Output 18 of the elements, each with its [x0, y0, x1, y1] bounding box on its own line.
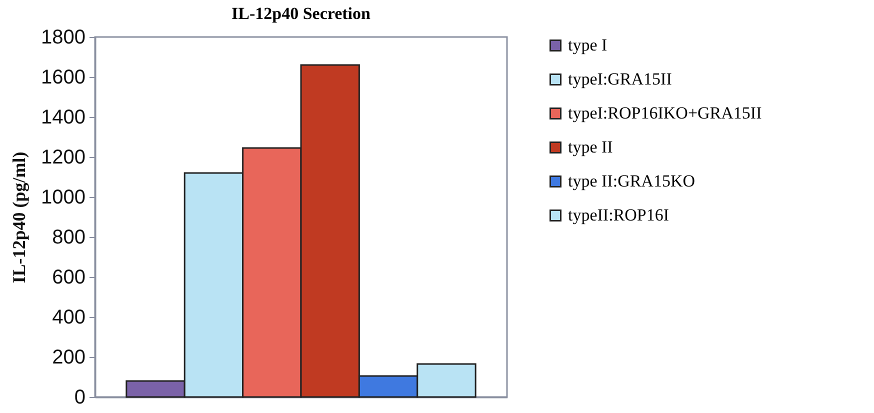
y-tick-label: 600 — [52, 266, 86, 288]
legend-label: typeI:ROP16IKO+GRA15II — [568, 104, 762, 122]
y-tick-label: 1600 — [41, 66, 86, 88]
y-tick-label: 800 — [52, 226, 86, 248]
y-tick-label: 1800 — [41, 26, 86, 48]
y-tick-label: 0 — [74, 386, 86, 408]
legend-label: typeI:GRA15II — [568, 70, 672, 88]
y-tick-label: 400 — [52, 306, 86, 328]
chart-title: IL-12p40 Secretion — [232, 4, 372, 23]
y-axis-title: IL-12p40 (pg/ml) — [9, 152, 30, 284]
y-tick-label: 1400 — [41, 106, 86, 128]
legend-label: type I — [568, 36, 608, 54]
legend-label: typeII:ROP16I — [568, 206, 670, 224]
y-tick-label: 1000 — [41, 186, 86, 208]
legend-label: type II:GRA15KO — [568, 172, 696, 190]
legend-label: type II — [568, 138, 614, 156]
y-tick-label: 1200 — [41, 146, 86, 168]
y-tick-label: 200 — [52, 346, 86, 368]
